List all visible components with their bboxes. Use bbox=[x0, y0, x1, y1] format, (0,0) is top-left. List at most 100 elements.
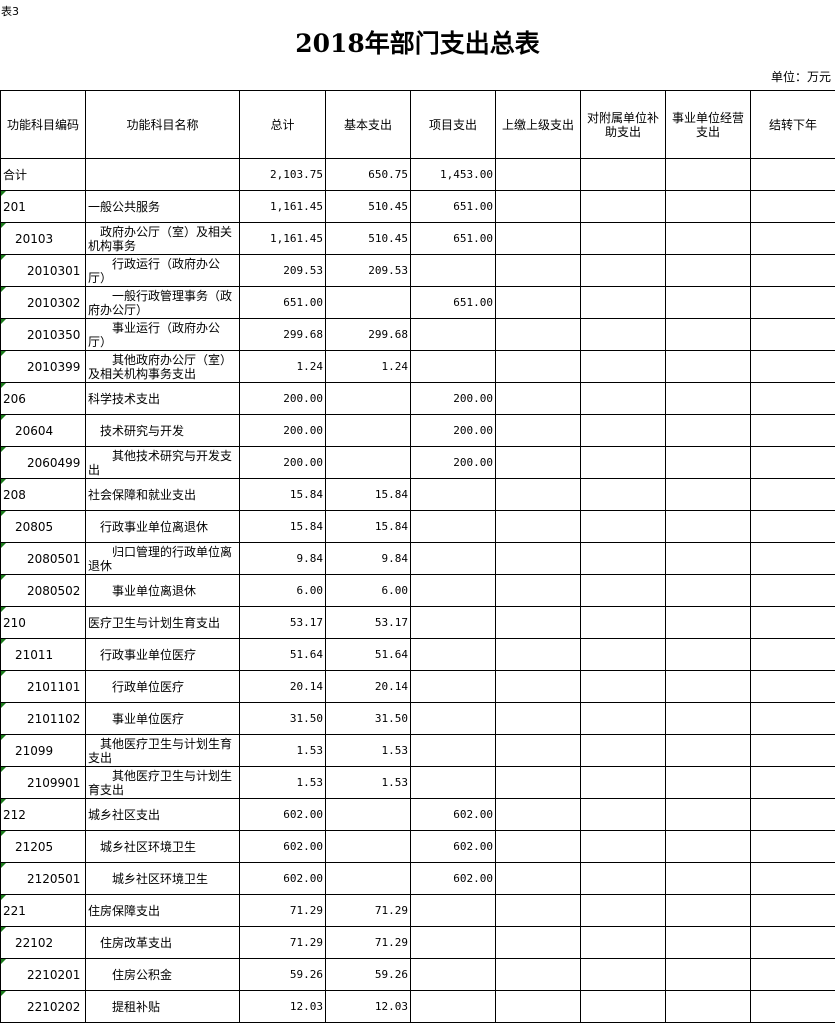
code-cell[interactable]: 20805 bbox=[0, 510, 86, 543]
business-cell[interactable] bbox=[665, 318, 751, 351]
name-cell[interactable]: 城乡社区环境卫生 bbox=[85, 862, 240, 895]
code-cell[interactable]: 201 bbox=[0, 190, 86, 223]
subsidy-cell[interactable] bbox=[580, 798, 666, 831]
remit-cell[interactable] bbox=[495, 222, 581, 255]
subsidy-cell[interactable] bbox=[580, 286, 666, 319]
carryover-cell[interactable] bbox=[750, 670, 835, 703]
total-cell[interactable]: 602.00 bbox=[239, 798, 326, 831]
name-cell[interactable]: 医疗卫生与计划生育支出 bbox=[85, 606, 240, 639]
subsidy-cell[interactable] bbox=[580, 766, 666, 799]
basic-cell[interactable] bbox=[325, 286, 411, 319]
project-cell[interactable] bbox=[410, 606, 496, 639]
subsidy-cell[interactable] bbox=[580, 318, 666, 351]
business-cell[interactable] bbox=[665, 606, 751, 639]
basic-cell[interactable]: 59.26 bbox=[325, 958, 411, 991]
subsidy-cell[interactable] bbox=[580, 638, 666, 671]
total-cell[interactable]: 1.53 bbox=[239, 734, 326, 767]
business-cell[interactable] bbox=[665, 414, 751, 447]
total-cell[interactable]: 15.84 bbox=[239, 510, 326, 543]
name-cell[interactable]: 技术研究与开发 bbox=[85, 414, 240, 447]
business-cell[interactable] bbox=[665, 350, 751, 383]
code-cell[interactable]: 2101101 bbox=[0, 670, 86, 703]
subsidy-cell[interactable] bbox=[580, 254, 666, 287]
project-cell[interactable]: 1,453.00 bbox=[410, 158, 496, 191]
code-cell[interactable]: 2080501 bbox=[0, 542, 86, 575]
basic-cell[interactable]: 15.84 bbox=[325, 510, 411, 543]
basic-cell[interactable]: 15.84 bbox=[325, 478, 411, 511]
code-cell[interactable]: 210 bbox=[0, 606, 86, 639]
remit-cell[interactable] bbox=[495, 574, 581, 607]
basic-cell[interactable]: 510.45 bbox=[325, 222, 411, 255]
total-cell[interactable]: 59.26 bbox=[239, 958, 326, 991]
code-cell[interactable]: 20604 bbox=[0, 414, 86, 447]
total-cell[interactable]: 200.00 bbox=[239, 446, 326, 479]
carryover-cell[interactable] bbox=[750, 318, 835, 351]
subsidy-cell[interactable] bbox=[580, 734, 666, 767]
basic-cell[interactable] bbox=[325, 798, 411, 831]
project-cell[interactable] bbox=[410, 638, 496, 671]
carryover-cell[interactable] bbox=[750, 190, 835, 223]
total-cell[interactable]: 71.29 bbox=[239, 894, 326, 927]
total-cell[interactable]: 31.50 bbox=[239, 702, 326, 735]
project-cell[interactable] bbox=[410, 254, 496, 287]
business-cell[interactable] bbox=[665, 702, 751, 735]
basic-cell[interactable]: 71.29 bbox=[325, 926, 411, 959]
name-cell[interactable]: 行政事业单位医疗 bbox=[85, 638, 240, 671]
name-cell[interactable]: 住房公积金 bbox=[85, 958, 240, 991]
business-cell[interactable] bbox=[665, 478, 751, 511]
basic-cell[interactable] bbox=[325, 830, 411, 863]
business-cell[interactable] bbox=[665, 222, 751, 255]
total-cell[interactable]: 53.17 bbox=[239, 606, 326, 639]
code-cell[interactable]: 21099 bbox=[0, 734, 86, 767]
subsidy-cell[interactable] bbox=[580, 574, 666, 607]
project-cell[interactable] bbox=[410, 766, 496, 799]
name-cell[interactable]: 行政单位医疗 bbox=[85, 670, 240, 703]
total-cell[interactable]: 9.84 bbox=[239, 542, 326, 575]
basic-cell[interactable] bbox=[325, 446, 411, 479]
total-cell[interactable]: 651.00 bbox=[239, 286, 326, 319]
business-cell[interactable] bbox=[665, 574, 751, 607]
total-cell[interactable]: 1.53 bbox=[239, 766, 326, 799]
business-cell[interactable] bbox=[665, 190, 751, 223]
total-cell[interactable]: 71.29 bbox=[239, 926, 326, 959]
total-cell[interactable]: 1,161.45 bbox=[239, 190, 326, 223]
carryover-cell[interactable] bbox=[750, 222, 835, 255]
carryover-cell[interactable] bbox=[750, 862, 835, 895]
project-cell[interactable] bbox=[410, 542, 496, 575]
remit-cell[interactable] bbox=[495, 478, 581, 511]
name-cell[interactable]: 提租补贴 bbox=[85, 990, 240, 1023]
project-cell[interactable] bbox=[410, 350, 496, 383]
carryover-cell[interactable] bbox=[750, 478, 835, 511]
remit-cell[interactable] bbox=[495, 510, 581, 543]
code-cell[interactable]: 2120501 bbox=[0, 862, 86, 895]
code-cell[interactable]: 2010350 bbox=[0, 318, 86, 351]
total-cell[interactable]: 6.00 bbox=[239, 574, 326, 607]
basic-cell[interactable] bbox=[325, 382, 411, 415]
code-cell[interactable]: 合计 bbox=[0, 158, 86, 191]
carryover-cell[interactable] bbox=[750, 254, 835, 287]
code-cell[interactable]: 2010399 bbox=[0, 350, 86, 383]
carryover-cell[interactable] bbox=[750, 798, 835, 831]
basic-cell[interactable]: 209.53 bbox=[325, 254, 411, 287]
carryover-cell[interactable] bbox=[750, 606, 835, 639]
basic-cell[interactable]: 510.45 bbox=[325, 190, 411, 223]
name-cell[interactable]: 城乡社区支出 bbox=[85, 798, 240, 831]
remit-cell[interactable] bbox=[495, 446, 581, 479]
carryover-cell[interactable] bbox=[750, 734, 835, 767]
total-cell[interactable]: 200.00 bbox=[239, 414, 326, 447]
code-cell[interactable]: 2010302 bbox=[0, 286, 86, 319]
code-cell[interactable]: 22102 bbox=[0, 926, 86, 959]
subsidy-cell[interactable] bbox=[580, 894, 666, 927]
code-cell[interactable]: 20103 bbox=[0, 222, 86, 255]
name-cell[interactable]: 其他政府办公厅（室）及相关机构事务支出 bbox=[85, 350, 240, 383]
basic-cell[interactable] bbox=[325, 862, 411, 895]
name-cell[interactable]: 住房保障支出 bbox=[85, 894, 240, 927]
remit-cell[interactable] bbox=[495, 862, 581, 895]
remit-cell[interactable] bbox=[495, 158, 581, 191]
carryover-cell[interactable] bbox=[750, 158, 835, 191]
basic-cell[interactable]: 1.53 bbox=[325, 734, 411, 767]
remit-cell[interactable] bbox=[495, 638, 581, 671]
name-cell[interactable]: 事业运行（政府办公厅） bbox=[85, 318, 240, 351]
carryover-cell[interactable] bbox=[750, 894, 835, 927]
remit-cell[interactable] bbox=[495, 318, 581, 351]
